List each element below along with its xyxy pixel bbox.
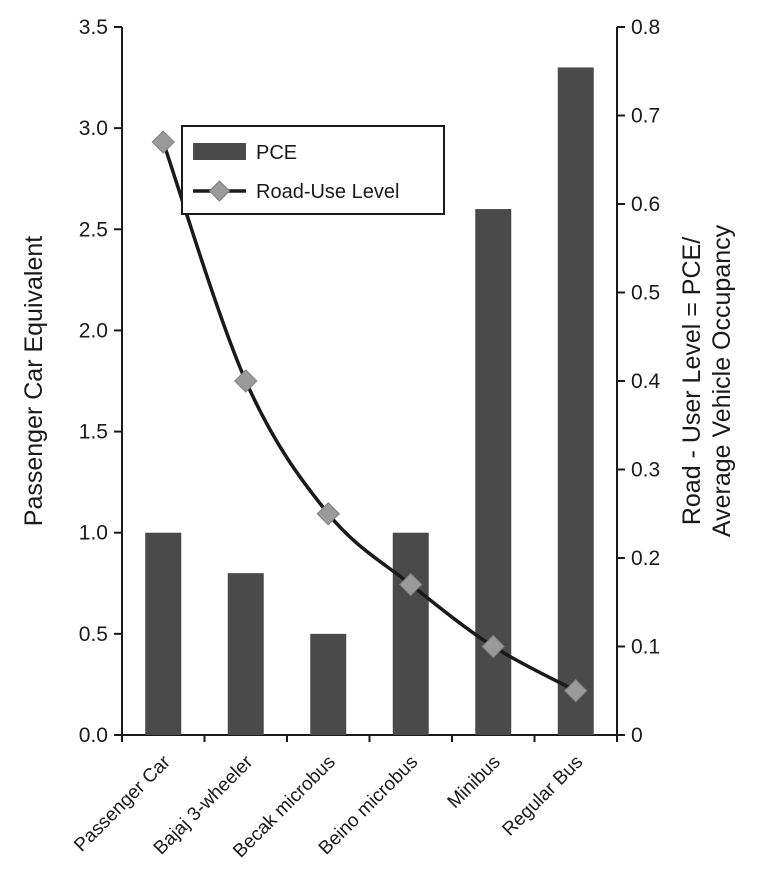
pce-bar xyxy=(557,67,594,735)
right-axis: 0 0.1 0.2 0.3 0.4 0.5 0.6 0.7 0.8 xyxy=(617,16,661,747)
road-use-point xyxy=(151,130,175,154)
pce-bar xyxy=(227,573,264,735)
road-use-point xyxy=(399,572,423,597)
right-tick-label: 0.2 xyxy=(631,547,660,570)
right-axis-title-line-1: Road - User Level = PCE/ xyxy=(678,237,706,525)
road-use-line-path xyxy=(161,141,577,693)
legend-box xyxy=(181,125,445,215)
legend-label-pce: PCE xyxy=(256,142,297,164)
road-use-point xyxy=(316,502,340,526)
right-axis-title-line-2: Average Vehicle Occupancy xyxy=(708,224,736,537)
road-use-point xyxy=(564,679,588,703)
right-tick-label: 0.5 xyxy=(631,282,660,305)
right-tick-label: 0.8 xyxy=(631,16,660,39)
pce-bar xyxy=(392,532,429,735)
pce-bar xyxy=(310,633,347,735)
left-tick-label: 0.5 xyxy=(79,623,108,646)
left-tick-label: 1.5 xyxy=(79,421,108,444)
left-tick-label: 3.5 xyxy=(79,16,108,39)
legend-swatch-pce xyxy=(193,143,246,160)
right-tick-label: 0.4 xyxy=(631,370,661,393)
right-tick-label: 0.3 xyxy=(631,459,660,482)
left-tick-label: 0.0 xyxy=(79,724,108,747)
right-tick-label: 0.6 xyxy=(631,193,660,216)
legend: PCE Road-Use Level xyxy=(181,125,445,215)
road-use-point xyxy=(234,369,258,393)
left-tick-label: 2.0 xyxy=(79,319,108,342)
legend-marker-road-use xyxy=(208,180,231,202)
right-axis-title: Road - User Level = PCE/ Average Vehicle… xyxy=(678,224,736,537)
category-label: Regular Bus xyxy=(498,752,587,841)
left-axis-title: Passenger Car Equivalent xyxy=(20,236,48,526)
right-tick-label: 0.7 xyxy=(631,105,660,128)
left-tick-label: 3.0 xyxy=(79,117,108,140)
left-axis: 0.0 0.5 1.0 1.5 2.0 2.5 3.0 3.5 xyxy=(79,16,122,747)
right-tick-label: 0 xyxy=(631,724,643,747)
left-tick-label: 2.5 xyxy=(79,218,108,241)
right-tick-label: 0.1 xyxy=(631,636,660,659)
pce-bars xyxy=(145,67,594,736)
road-use-point xyxy=(481,634,505,659)
left-tick-label: 1.0 xyxy=(79,522,108,545)
pce-bar xyxy=(145,532,182,735)
road-use-line xyxy=(151,130,588,703)
legend-label-road-use: Road-Use Level xyxy=(256,181,399,203)
category-label: Minibus xyxy=(444,752,505,813)
